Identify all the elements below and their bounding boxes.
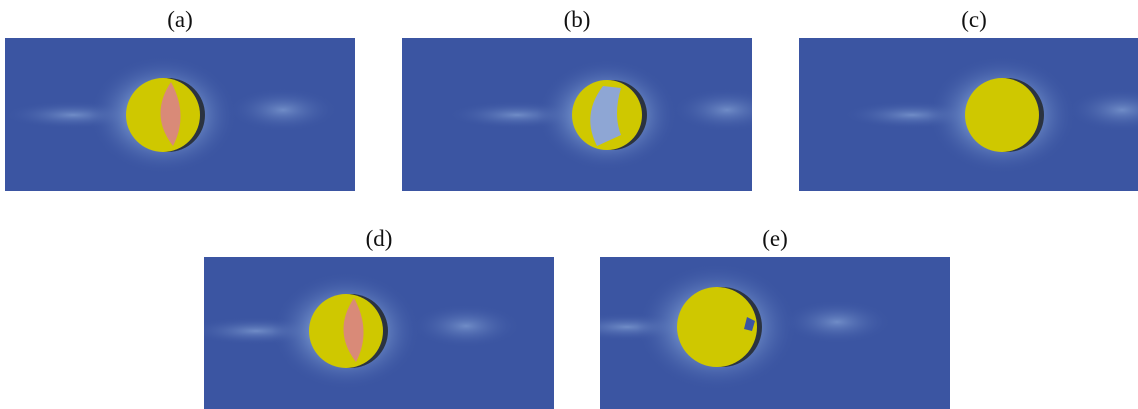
wake (782, 300, 892, 344)
panel-label: (d) (204, 219, 554, 257)
panel: (a) (5, 0, 355, 191)
droplet (965, 78, 1039, 152)
simulation-image (799, 38, 1138, 191)
panel-label: (c) (799, 0, 1138, 38)
panel-label: (b) (402, 0, 752, 38)
simulation-image (204, 257, 554, 409)
simulation-image (600, 257, 950, 409)
figure: (a) (b) (c) (d) (e) (0, 0, 1138, 409)
simulation-image (402, 38, 752, 191)
panel-label: (e) (600, 219, 950, 257)
panel: (e) (600, 219, 950, 409)
wake (411, 304, 521, 348)
panel: (b) (402, 0, 752, 191)
panel-label: (a) (5, 0, 355, 38)
panel: (d) (204, 219, 554, 409)
simulation-image (5, 38, 355, 191)
panel: (c) (799, 0, 1138, 191)
wake (228, 88, 338, 132)
